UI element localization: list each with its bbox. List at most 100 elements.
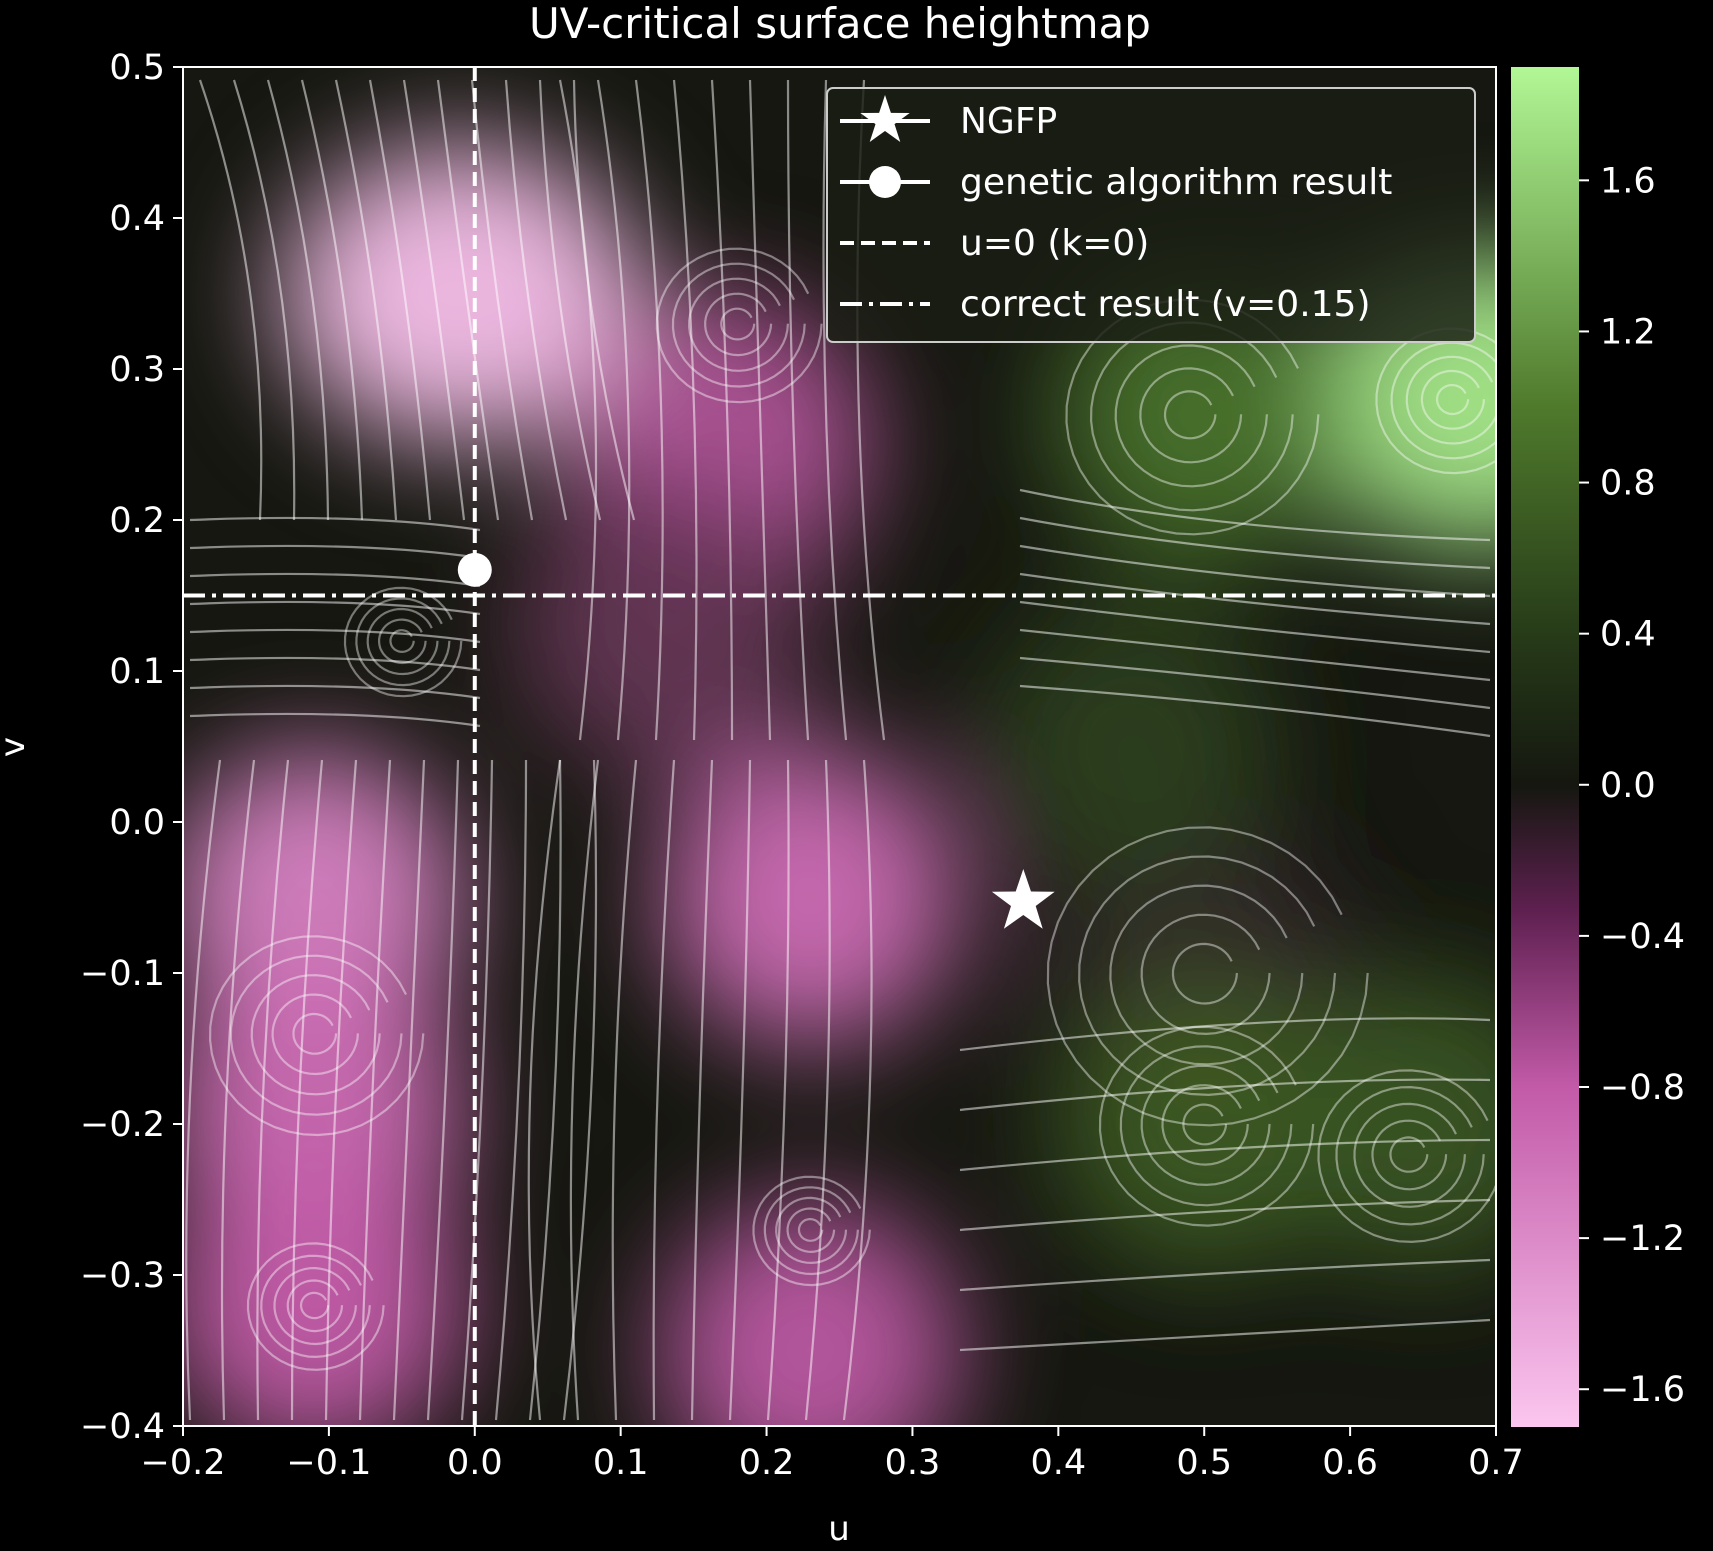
- streamline-86: [786, 79, 810, 741]
- legend-entry-ga: genetic algorithm result: [960, 162, 1392, 203]
- streamline-108: [959, 1017, 1491, 1052]
- streamline-12: [1140, 1064, 1271, 1187]
- y-tick-label-5: 0.1: [109, 652, 165, 692]
- streamline-20: [292, 1012, 338, 1055]
- streamline-113: [959, 1318, 1491, 1352]
- streamline-32: [687, 277, 789, 372]
- y-tick-label-4: 0.0: [109, 803, 165, 843]
- streamline-69: [494, 759, 528, 1421]
- streamline-18: [1335, 1085, 1485, 1226]
- x-tick-label-2: 0.0: [447, 1443, 503, 1483]
- streamline-2: [1109, 884, 1304, 1066]
- x-tick-label-4: 0.2: [739, 1443, 795, 1483]
- streamline-48: [1390, 341, 1496, 460]
- streamline-10: [1182, 1103, 1228, 1146]
- streamline-22: [250, 974, 381, 1096]
- streamline-19: [1317, 1069, 1496, 1244]
- streamline-43: [260, 1254, 371, 1359]
- x-axis-label: u: [828, 1509, 850, 1549]
- streamline-112: [959, 1258, 1491, 1292]
- streamline-83: [690, 759, 714, 1421]
- streamline-62: [402, 79, 466, 521]
- streamline-16: [1371, 1119, 1448, 1191]
- streamline-92: [189, 516, 481, 532]
- streamline-11: [1161, 1084, 1249, 1166]
- streamline-70: [538, 79, 602, 521]
- streamline-98: [189, 600, 481, 616]
- streamline-5: [1163, 390, 1217, 440]
- chart-title: UV-critical surface heightmap: [529, 0, 1151, 48]
- streamline-42: [273, 1266, 357, 1346]
- streamline-105: [1019, 656, 1491, 710]
- colorbar-tick-label-8: 1.6: [1600, 161, 1656, 201]
- streamline-74: [558, 79, 598, 741]
- streamline-99: [1019, 572, 1491, 626]
- streamline-15: [1389, 1136, 1429, 1173]
- legend: NGFP genetic algorithm result u=0 (k=0) …: [826, 87, 1476, 343]
- streamline-73: [562, 759, 598, 1421]
- streamline-85: [728, 759, 752, 1421]
- streamline-13: [1119, 1045, 1293, 1207]
- legend-entry-ngfp: NGFP: [960, 101, 1057, 142]
- streamline-75: [527, 759, 562, 1421]
- streamline-67: [460, 759, 494, 1421]
- streamline-26: [378, 618, 427, 665]
- y-tick-label-1: −0.3: [80, 1256, 165, 1296]
- streamline-3: [1078, 855, 1337, 1097]
- streamline-53: [220, 759, 256, 1421]
- streamline-6: [1139, 367, 1243, 464]
- colorbar: −1.6 −1.2 −0.8 −0.4 0.0 0.4 0.8 1.2 1.6: [1511, 67, 1685, 1427]
- streamline-79: [611, 759, 638, 1421]
- streamline-110: [959, 1138, 1491, 1172]
- x-axis-ticks: −0.2 −0.1 0.0 0.1 0.2 0.3 0.4 0.5 0.6 0.7: [141, 1426, 1524, 1483]
- heightmap-feature-13: [981, 596, 1282, 897]
- legend-entry-u0: u=0 (k=0): [960, 223, 1149, 264]
- y-axis-ticks: −0.4 −0.3 −0.2 −0.1 0.0 0.1 0.2 0.3 0.4 0.5: [80, 48, 183, 1447]
- streamline-24: [208, 935, 425, 1137]
- colorbar-tick-label-1: −1.2: [1600, 1219, 1685, 1259]
- legend-ngfp-star: [860, 95, 910, 142]
- streamline-84: [748, 79, 772, 741]
- colorbar-tick-label-4: 0.0: [1600, 766, 1656, 806]
- streamline-33: [671, 262, 806, 388]
- colorbar-gradient: [1511, 67, 1579, 1427]
- streamline-82: [710, 79, 734, 741]
- streamline-30: [720, 307, 756, 341]
- streamline-88: [822, 79, 848, 741]
- streamline-51: [185, 759, 222, 1421]
- markers: [457, 552, 1055, 929]
- y-tick-label-3: −0.1: [80, 954, 165, 994]
- streamline-59: [324, 759, 358, 1421]
- legend-box: [826, 87, 1476, 343]
- streamline-89: [804, 759, 831, 1421]
- streamline-41: [286, 1279, 344, 1333]
- streamline-25: [389, 629, 415, 654]
- streamline-7: [1114, 344, 1268, 488]
- x-tick-label-7: 0.5: [1176, 1443, 1232, 1483]
- streamline-4: [1046, 826, 1369, 1127]
- legend-entry-correct: correct result (v=0.15): [960, 284, 1371, 325]
- streamline-94: [189, 544, 481, 560]
- streamline-52: [232, 79, 296, 521]
- streamline-31: [704, 292, 773, 357]
- x-tick-label-3: 0.1: [593, 1443, 649, 1483]
- streamline-91: [842, 759, 873, 1421]
- streamline-65: [426, 759, 460, 1421]
- streamline-57: [290, 759, 324, 1421]
- streamline-77: [569, 759, 600, 1421]
- marker-ngfp-star: [991, 869, 1055, 929]
- streamline-61: [358, 759, 392, 1421]
- streamline-27: [366, 607, 439, 676]
- streamline-56: [300, 79, 364, 521]
- colorbar-tick-label-0: −1.6: [1600, 1370, 1685, 1410]
- streamline-60: [368, 79, 432, 521]
- streamline-111: [959, 1198, 1491, 1232]
- streamline-55: [256, 759, 290, 1421]
- streamline-46: [1420, 369, 1485, 430]
- streamline-95: [1019, 516, 1491, 570]
- streamline-107: [1019, 684, 1491, 738]
- y-tick-label-0: −0.4: [80, 1407, 165, 1447]
- streamline-100: [189, 628, 481, 644]
- streamline-87: [766, 759, 790, 1421]
